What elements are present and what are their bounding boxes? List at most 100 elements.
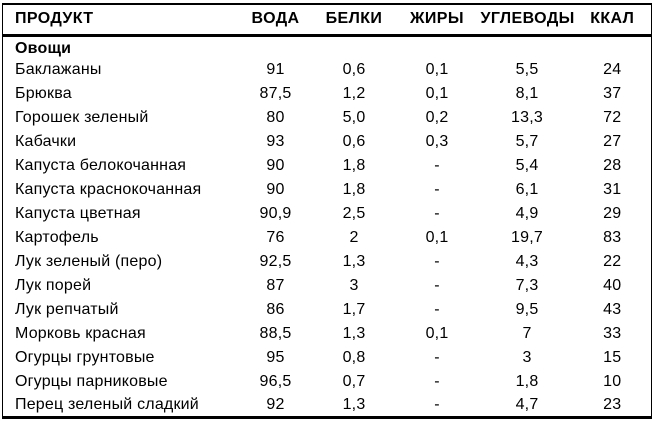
cell-product: Кабачки xyxy=(15,132,77,150)
cell-product: Капуста краснокочанная xyxy=(15,180,202,198)
cell-kcal: 37 xyxy=(603,84,622,102)
cell-product: Брюква xyxy=(15,84,72,102)
cell-carbs: 4,3 xyxy=(515,252,539,270)
cell-water: 92,5 xyxy=(259,252,292,270)
cell-carbs: 4,7 xyxy=(515,395,539,413)
cell-protein: 2,5 xyxy=(342,204,366,222)
cell-carbs: 5,4 xyxy=(515,156,539,174)
cell-kcal: 43 xyxy=(603,300,622,318)
cell-protein: 1,2 xyxy=(342,84,366,102)
cell-fat: - xyxy=(434,252,440,270)
cell-carbs: 1,8 xyxy=(515,372,539,390)
cell-product: Баклажаны xyxy=(15,60,102,78)
cell-carbs: 7,3 xyxy=(515,276,539,294)
cell-kcal: 40 xyxy=(603,276,622,294)
cell-water: 88,5 xyxy=(259,324,292,342)
cell-protein: 0,8 xyxy=(342,348,366,366)
cell-product: Картофель xyxy=(15,228,99,246)
cell-product: Капуста белокочанная xyxy=(15,156,187,174)
cell-fat: - xyxy=(434,180,440,198)
cell-water: 87,5 xyxy=(259,84,292,102)
column-header-water: ВОДА xyxy=(236,4,315,37)
cell-fat: - xyxy=(434,276,440,294)
cell-protein: 1,3 xyxy=(342,395,366,413)
column-header-protein: БЕЛКИ xyxy=(314,4,394,37)
table-row: Лук зеленый (перо) 92,5 1,3 - 4,3 22 xyxy=(3,250,652,274)
cell-carbs: 5,7 xyxy=(515,132,539,150)
cell-carbs: 9,5 xyxy=(515,300,539,318)
table-header: ПРОДУКТ ВОДА БЕЛКИ ЖИРЫ УГЛЕВОДЫ ККАЛ xyxy=(2,4,652,37)
cell-product: Перец зеленый сладкий xyxy=(15,395,199,413)
cell-water: 91 xyxy=(266,60,285,78)
cell-water: 76 xyxy=(266,228,285,246)
cell-product: Капуста цветная xyxy=(15,204,141,222)
cell-kcal: 22 xyxy=(603,252,622,270)
cell-kcal: 31 xyxy=(603,180,622,198)
cell-protein: 1,8 xyxy=(342,156,366,174)
table-row: Капуста цветная 90,9 2,5 - 4,9 29 xyxy=(3,202,652,226)
header-row: ПРОДУКТ ВОДА БЕЛКИ ЖИРЫ УГЛЕВОДЫ ККАЛ xyxy=(2,4,652,37)
cell-product: Горошек зеленый xyxy=(15,108,149,126)
cell-carbs: 3 xyxy=(522,348,532,366)
cell-product: Лук зеленый (перо) xyxy=(15,252,163,270)
column-header-kcal: ККАЛ xyxy=(573,4,652,37)
cell-water: 90,9 xyxy=(259,204,292,222)
cell-fat: 0,1 xyxy=(425,228,449,246)
table-row: Огурцы парниковые 96,5 0,7 - 1,8 10 xyxy=(3,370,652,394)
cell-protein: 1,7 xyxy=(342,300,366,318)
cell-kcal: 29 xyxy=(603,204,622,222)
cell-water: 86 xyxy=(266,300,285,318)
table-row: Капуста краснокочанная 90 1,8 - 6,1 31 xyxy=(3,178,652,202)
table-body: Овощи Баклажаны 91 0,6 0,1 5,5 24 Брюква 87,5 1,… xyxy=(3,35,652,418)
table-row: Картофель 76 2 0,1 19,7 83 xyxy=(3,226,652,250)
cell-product: Огурцы грунтовые xyxy=(15,348,155,366)
section-label: Овощи xyxy=(15,39,72,57)
cell-fat: 0,3 xyxy=(425,132,449,150)
cell-carbs: 19,7 xyxy=(511,228,543,246)
cell-protein: 2 xyxy=(349,228,359,246)
column-header-fat: ЖИРЫ xyxy=(393,4,481,37)
cell-carbs: 13,3 xyxy=(511,108,543,126)
cell-water: 96,5 xyxy=(259,372,292,390)
cell-kcal: 15 xyxy=(603,348,622,366)
cell-fat: 0,1 xyxy=(425,60,449,78)
cell-kcal: 10 xyxy=(603,372,622,390)
table-row: Кабачки 93 0,6 0,3 5,7 27 xyxy=(3,130,652,154)
cell-protein: 5,0 xyxy=(342,108,366,126)
cell-kcal: 33 xyxy=(603,324,622,342)
table-row: Огурцы грунтовые 95 0,8 - 3 15 xyxy=(3,346,652,370)
cell-water: 80 xyxy=(266,108,285,126)
cell-kcal: 28 xyxy=(603,156,622,174)
nutrition-table: ПРОДУКТ ВОДА БЕЛКИ ЖИРЫ УГЛЕВОДЫ ККАЛ Овощи Б… xyxy=(2,3,652,419)
cell-kcal: 23 xyxy=(603,395,622,413)
cell-water: 90 xyxy=(266,156,285,174)
cell-carbs: 7 xyxy=(522,324,532,342)
cell-carbs: 6,1 xyxy=(515,180,539,198)
cell-product: Морковь красная xyxy=(15,324,146,342)
cell-kcal: 24 xyxy=(603,60,622,78)
cell-protein: 0,6 xyxy=(342,60,366,78)
cell-protein: 1,8 xyxy=(342,180,366,198)
cell-fat: - xyxy=(434,204,440,222)
table-row: Лук репчатый 86 1,7 - 9,5 43 xyxy=(3,298,652,322)
cell-product: Лук порей xyxy=(15,276,92,294)
column-header-product: ПРОДУКТ xyxy=(2,4,237,37)
cell-water: 93 xyxy=(266,132,285,150)
table-row: Брюква 87,5 1,2 0,1 8,1 37 xyxy=(3,82,652,106)
cell-carbs: 8,1 xyxy=(515,84,539,102)
cell-protein: 1,3 xyxy=(342,252,366,270)
cell-fat: - xyxy=(434,156,440,174)
table-row: Горошек зеленый 80 5,0 0,2 13,3 72 xyxy=(3,106,652,130)
section-row: Овощи xyxy=(3,35,652,58)
cell-protein: 1,3 xyxy=(342,324,366,342)
cell-fat: 0,1 xyxy=(425,324,449,342)
cell-kcal: 83 xyxy=(603,228,622,246)
table-row: Капуста белокочанная 90 1,8 - 5,4 28 xyxy=(3,154,652,178)
cell-carbs: 4,9 xyxy=(515,204,539,222)
cell-fat: 0,2 xyxy=(425,108,449,126)
cell-water: 95 xyxy=(266,348,285,366)
cell-protein: 0,7 xyxy=(342,372,366,390)
table-row: Морковь красная 88,5 1,3 0,1 7 33 xyxy=(3,322,652,346)
table-row: Перец зеленый сладкий 92 1,3 - 4,7 23 xyxy=(3,394,652,418)
